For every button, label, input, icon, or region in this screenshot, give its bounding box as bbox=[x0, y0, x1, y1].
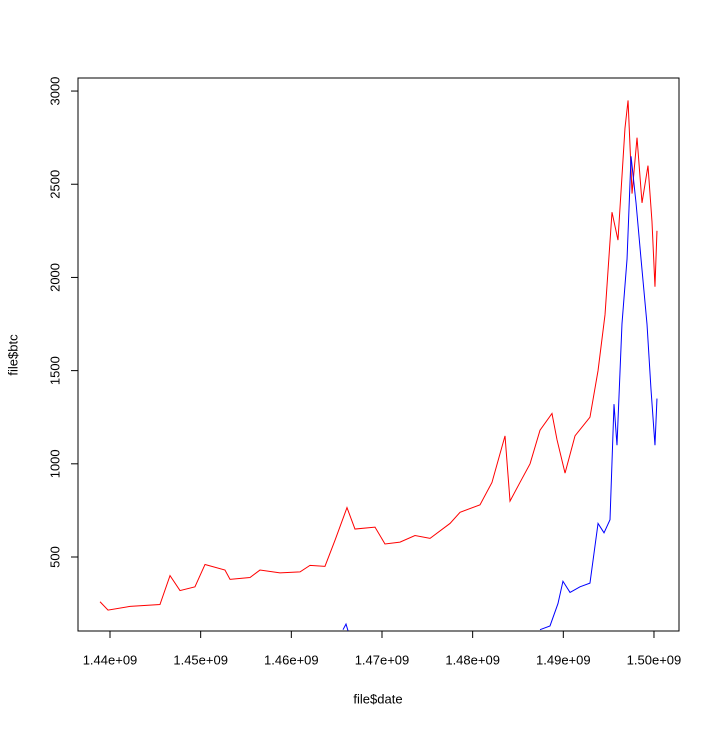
y-tick-label: 3000 bbox=[47, 77, 62, 106]
x-tick-label: 1.48e+09 bbox=[445, 652, 500, 667]
x-tick-label: 1.44e+09 bbox=[83, 652, 138, 667]
y-tick-label: 1500 bbox=[47, 356, 62, 385]
y-tick-label: 1000 bbox=[47, 449, 62, 478]
series-line bbox=[342, 156, 658, 631]
x-tick-label: 1.46e+09 bbox=[264, 652, 319, 667]
x-axis-label: file$date bbox=[353, 691, 402, 706]
y-tick-label: 2500 bbox=[47, 170, 62, 199]
x-tick-label: 1.50e+09 bbox=[627, 652, 682, 667]
y-axis-label: file$btc bbox=[5, 334, 20, 376]
x-tick-label: 1.45e+09 bbox=[173, 652, 228, 667]
series-line bbox=[99, 100, 658, 611]
plot-frame bbox=[77, 77, 680, 632]
x-tick-label: 1.47e+09 bbox=[355, 652, 410, 667]
y-tick-label: 500 bbox=[47, 546, 62, 568]
x-tick-label: 1.49e+09 bbox=[536, 652, 591, 667]
y-tick-label: 2000 bbox=[47, 263, 62, 292]
